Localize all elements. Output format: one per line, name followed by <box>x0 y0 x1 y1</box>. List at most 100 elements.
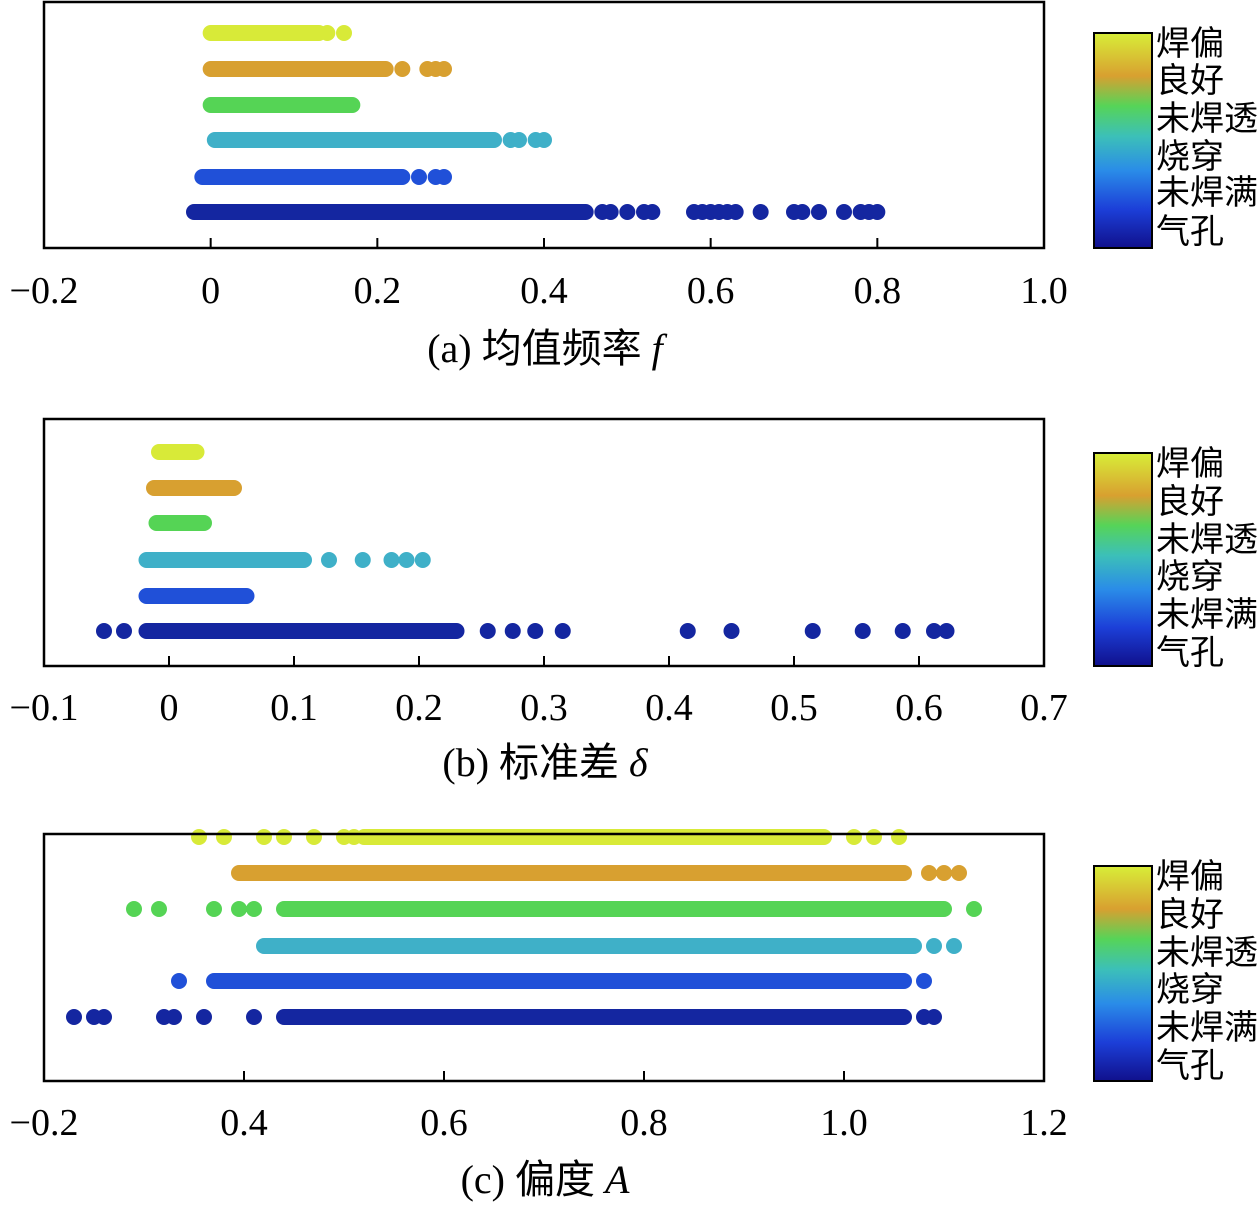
data-point-2-0-0 <box>66 1009 82 1025</box>
data-point-1-0-10 <box>894 623 911 639</box>
data-point-2-4-0 <box>921 865 937 881</box>
data-point-2-4-1 <box>936 865 952 881</box>
data-point-1-0-5 <box>554 623 571 639</box>
data-point-1-0-8 <box>804 623 821 639</box>
chart-caption-0: (a) 均值频率 f <box>427 326 667 371</box>
x-tick-label-2-2: 0.6 <box>420 1102 468 1144</box>
data-point-2-3-1 <box>151 901 167 917</box>
x-tick-label-0-4: 0.6 <box>687 270 735 312</box>
colorbar-2 <box>1093 865 1153 1082</box>
data-point-2-5-4 <box>306 829 322 845</box>
caption-symbol-0: f <box>652 326 668 371</box>
data-point-2-5-8 <box>866 829 882 845</box>
data-point-1-0-9 <box>854 623 871 639</box>
data-point-2-5-6 <box>346 829 362 845</box>
x-tick-label-1-0: −0.1 <box>10 687 79 729</box>
data-point-1-2-1 <box>354 552 371 568</box>
data-point-2-5-9 <box>891 829 907 845</box>
data-point-2-4-2 <box>951 865 967 881</box>
x-tick-label-0-1: 0 <box>201 270 220 312</box>
x-tick-label-1-4: 0.3 <box>520 687 568 729</box>
data-point-2-2-0 <box>926 938 942 954</box>
colorbar-label-2-2: 未焊透 <box>1156 933 1258 973</box>
data-point-0-4-3 <box>436 61 452 77</box>
data-point-1-2-2 <box>383 552 400 568</box>
data-point-2-0-5 <box>196 1009 212 1025</box>
data-point-2-0-4 <box>166 1009 182 1025</box>
data-point-1-0-7 <box>723 623 740 639</box>
data-point-1-0-3 <box>504 623 521 639</box>
chart-panel-0: −0.2 0 0.2 0.4 0.6 0.8 1.0 (a) 均值频率 f 焊偏良好未焊透烧穿未… <box>10 0 1258 371</box>
data-point-2-5-7 <box>846 829 862 845</box>
caption-symbol-1: δ <box>629 740 649 785</box>
colorbar-label-0-3: 烧穿 <box>1156 137 1224 177</box>
data-point-1-0-1 <box>116 623 132 639</box>
data-point-2-0-2 <box>96 1009 112 1025</box>
colorbar-label-1-3: 烧穿 <box>1156 557 1224 597</box>
data-point-2-3-5 <box>966 901 982 917</box>
data-point-1-0-0 <box>96 623 112 639</box>
data-point-1-0-4 <box>527 623 544 639</box>
colorbar-label-1-0: 焊偏 <box>1156 444 1224 484</box>
data-point-2-3-0 <box>126 901 142 917</box>
colorbar-label-0-2: 未焊透 <box>1156 99 1258 139</box>
data-point-0-0-10 <box>727 204 744 220</box>
caption-symbol-2: A <box>602 1157 630 1202</box>
data-point-1-0-12 <box>938 623 955 639</box>
data-point-2-3-3 <box>231 901 247 917</box>
colorbar-0 <box>1093 32 1153 249</box>
colorbar-label-2-4: 未焊满 <box>1156 1008 1258 1048</box>
data-point-2-3-2 <box>206 901 222 917</box>
data-point-0-0-1 <box>602 204 619 220</box>
colorbar-label-1-1: 良好 <box>1156 482 1224 522</box>
colorbar-label-2-5: 气孔 <box>1156 1046 1224 1086</box>
data-point-2-0-8 <box>926 1009 942 1025</box>
data-point-0-0-13 <box>794 204 811 220</box>
data-point-0-0-14 <box>811 204 827 220</box>
data-point-0-0-18 <box>869 204 886 220</box>
colorbar-label-0-4: 未焊满 <box>1156 173 1258 213</box>
data-point-2-1-0 <box>171 973 187 989</box>
colorbar-label-0-0: 焊偏 <box>1156 24 1224 64</box>
data-point-1-0-11 <box>926 623 942 639</box>
data-point-0-1-2 <box>436 169 452 185</box>
data-point-2-5-2 <box>256 829 272 845</box>
chart-panel-1: −0.1 0 0.1 0.2 0.3 0.4 0.5 0.6 0.7 (b) 标准差 δ 焊偏良好未… <box>10 417 1258 785</box>
chart-caption-2: (c) 偏度 A <box>461 1157 630 1202</box>
x-tick-label-0-2: 0.2 <box>354 270 402 312</box>
data-point-0-0-2 <box>619 204 636 220</box>
x-tick-label-1-7: 0.6 <box>895 687 943 729</box>
colorbar-label-1-4: 未焊满 <box>1156 595 1258 635</box>
x-tick-label-1-1: 0 <box>160 687 179 729</box>
x-tick-label-1-8: 0.7 <box>1020 687 1068 729</box>
colorbar-label-1-5: 气孔 <box>1156 633 1224 673</box>
x-tick-label-1-5: 0.4 <box>645 687 693 729</box>
axes-frame-2 <box>42 832 1046 1083</box>
x-tick-label-1-2: 0.1 <box>270 687 318 729</box>
data-point-1-0-6 <box>679 623 696 639</box>
data-point-0-0-15 <box>836 204 852 220</box>
x-tick-label-0-6: 1.0 <box>1020 270 1068 312</box>
data-point-1-0-2 <box>479 623 496 639</box>
colorbar-label-2-0: 焊偏 <box>1156 857 1224 897</box>
data-point-1-2-0 <box>321 552 337 568</box>
colorbar-label-1-2: 未焊透 <box>1156 520 1258 560</box>
x-tick-label-0-3: 0.4 <box>520 270 568 312</box>
colorbar-label-2-1: 良好 <box>1156 895 1224 935</box>
data-point-2-3-4 <box>246 901 262 917</box>
chart-caption-1: (b) 标准差 δ <box>442 740 649 785</box>
colorbar-label-0-5: 气孔 <box>1156 212 1224 252</box>
colorbar-1 <box>1093 452 1153 667</box>
data-point-2-2-1 <box>946 938 962 954</box>
x-tick-label-0-0: −0.2 <box>10 270 79 312</box>
colorbar-label-2-3: 烧穿 <box>1156 970 1224 1010</box>
data-point-2-1-1 <box>916 973 932 989</box>
data-point-0-5-1 <box>336 25 352 41</box>
data-point-0-0-11 <box>752 204 769 220</box>
data-point-0-5-0 <box>319 25 336 41</box>
data-point-2-0-6 <box>246 1009 262 1025</box>
data-point-0-4-0 <box>394 61 411 77</box>
x-tick-label-2-0: −0.2 <box>10 1102 79 1144</box>
data-point-0-2-1 <box>511 132 527 148</box>
